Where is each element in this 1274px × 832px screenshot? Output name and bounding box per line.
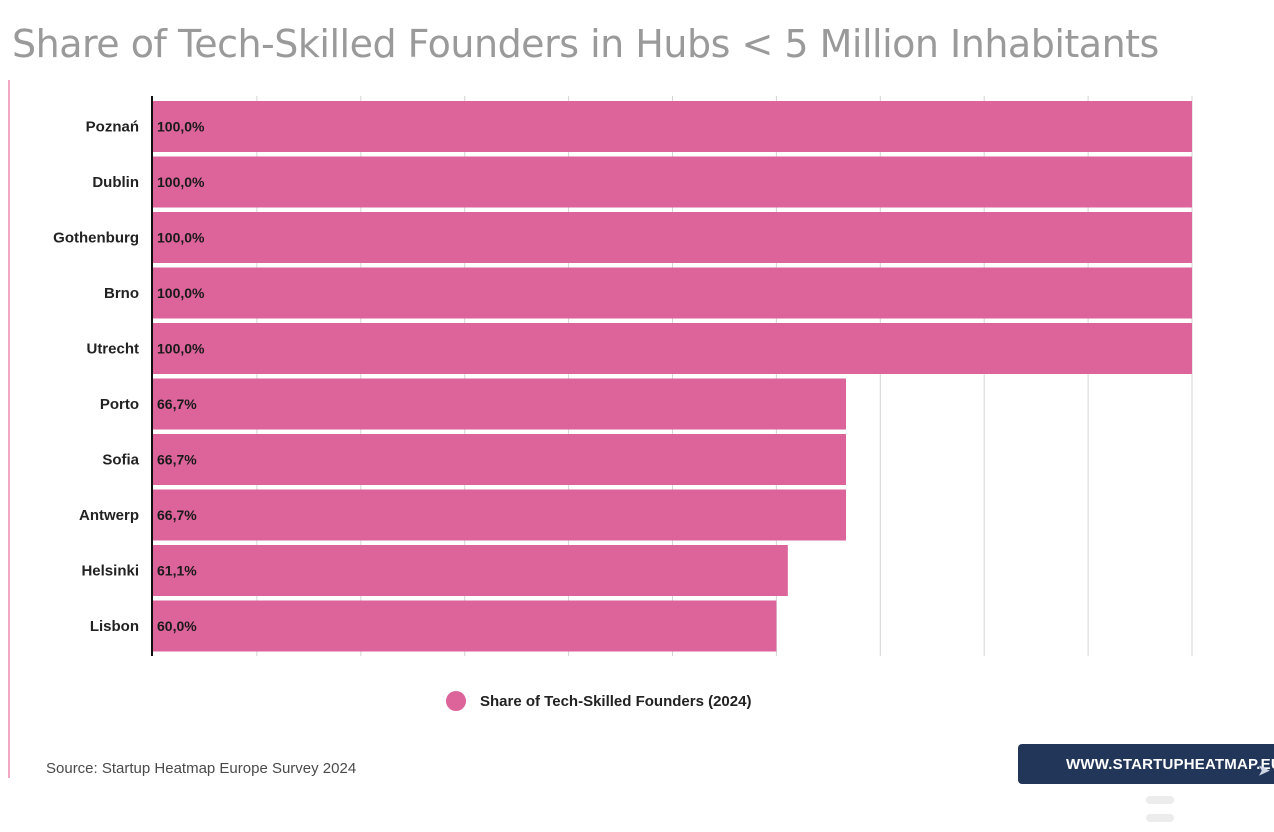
cursor-arrow-icon: ➤ [1258, 762, 1270, 778]
chart-title: Share of Tech-Skilled Founders in Hubs <… [12, 22, 1159, 66]
data-labels: 100,0% 100,0% 100,0% 100,0% 100,0% 66,7% 66,7%… [157, 119, 205, 635]
scroll-indicator-top [1146, 796, 1174, 804]
bar [153, 489, 847, 541]
category-label: Sofia [102, 452, 139, 469]
source-note: Source: Startup Heatmap Europe Survey 20… [46, 760, 357, 777]
website-link-label: WWW.STARTUPHEATMAP.EU [1066, 755, 1274, 773]
bars [153, 101, 1192, 652]
legend-label: Share of Tech-Skilled Founders (2024) [480, 693, 751, 710]
bar [153, 101, 1192, 152]
bar [153, 434, 847, 485]
category-label: Helsinki [81, 563, 139, 580]
category-label: Antwerp [79, 507, 139, 524]
category-label: Poznań [86, 119, 139, 136]
data-label: 66,7% [157, 396, 197, 412]
category-label: Gothenburg [53, 230, 139, 247]
bar [153, 378, 847, 430]
data-label: 100,0% [157, 174, 205, 190]
data-label: 100,0% [157, 119, 205, 135]
data-label: 100,0% [157, 285, 205, 301]
data-label: 100,0% [157, 341, 205, 357]
data-label: 100,0% [157, 230, 205, 246]
data-label: 66,7% [157, 452, 197, 468]
side-accent-line [8, 80, 10, 778]
bar [153, 212, 1192, 263]
scroll-indicator-bottom [1146, 814, 1174, 822]
data-label: 66,7% [157, 507, 197, 523]
category-labels: Poznań Dublin Gothenburg Brno Utrecht Porto So… [53, 119, 139, 636]
category-label: Dublin [92, 174, 139, 191]
data-label: 61,1% [157, 563, 197, 579]
category-label: Utrecht [86, 341, 139, 358]
bar [153, 267, 1192, 319]
category-label: Porto [100, 396, 139, 413]
bar [153, 600, 777, 652]
bar [153, 156, 1192, 208]
legend-marker [446, 691, 466, 711]
website-link-button[interactable]: WWW.STARTUPHEATMAP.EU ➤ [1018, 744, 1274, 784]
bar [153, 545, 788, 596]
category-label: Brno [104, 285, 139, 302]
category-label: Lisbon [90, 618, 139, 635]
data-label: 60,0% [157, 618, 197, 634]
bar [153, 323, 1192, 374]
legend: Share of Tech-Skilled Founders (2024) [446, 691, 751, 711]
